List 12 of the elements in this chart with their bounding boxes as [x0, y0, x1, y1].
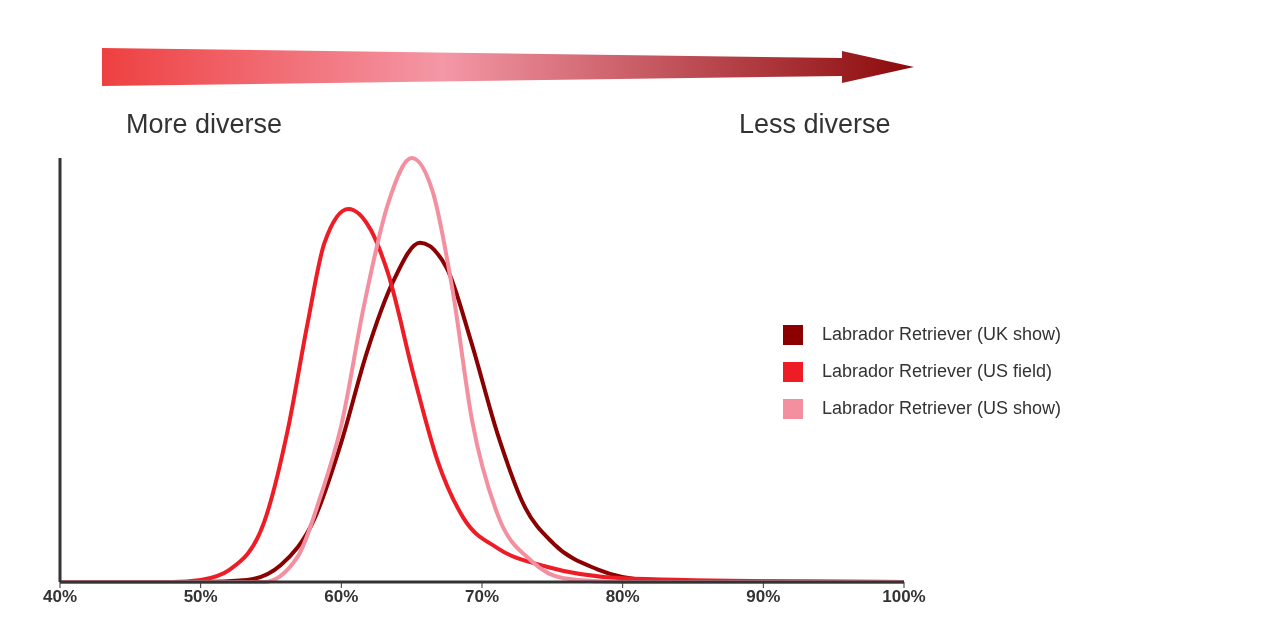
x-tick-label: 50% — [183, 587, 218, 607]
x-tick-label: 100% — [882, 587, 926, 607]
text: Less diverse — [739, 109, 891, 140]
x-tick-label: 60% — [324, 587, 359, 607]
x-tick-label: 80% — [605, 587, 640, 607]
legend-label: Labrador Retriever (UK show) — [822, 324, 1062, 345]
legend-label: Labrador Retriever (US show) — [822, 398, 1062, 419]
x-tick-label: 70% — [464, 587, 500, 607]
text: More diverse — [126, 109, 283, 140]
legend-label: Labrador Retriever (US field) — [822, 361, 1053, 382]
x-tick-label: 90% — [746, 587, 781, 607]
x-tick-label: 40% — [42, 587, 78, 607]
